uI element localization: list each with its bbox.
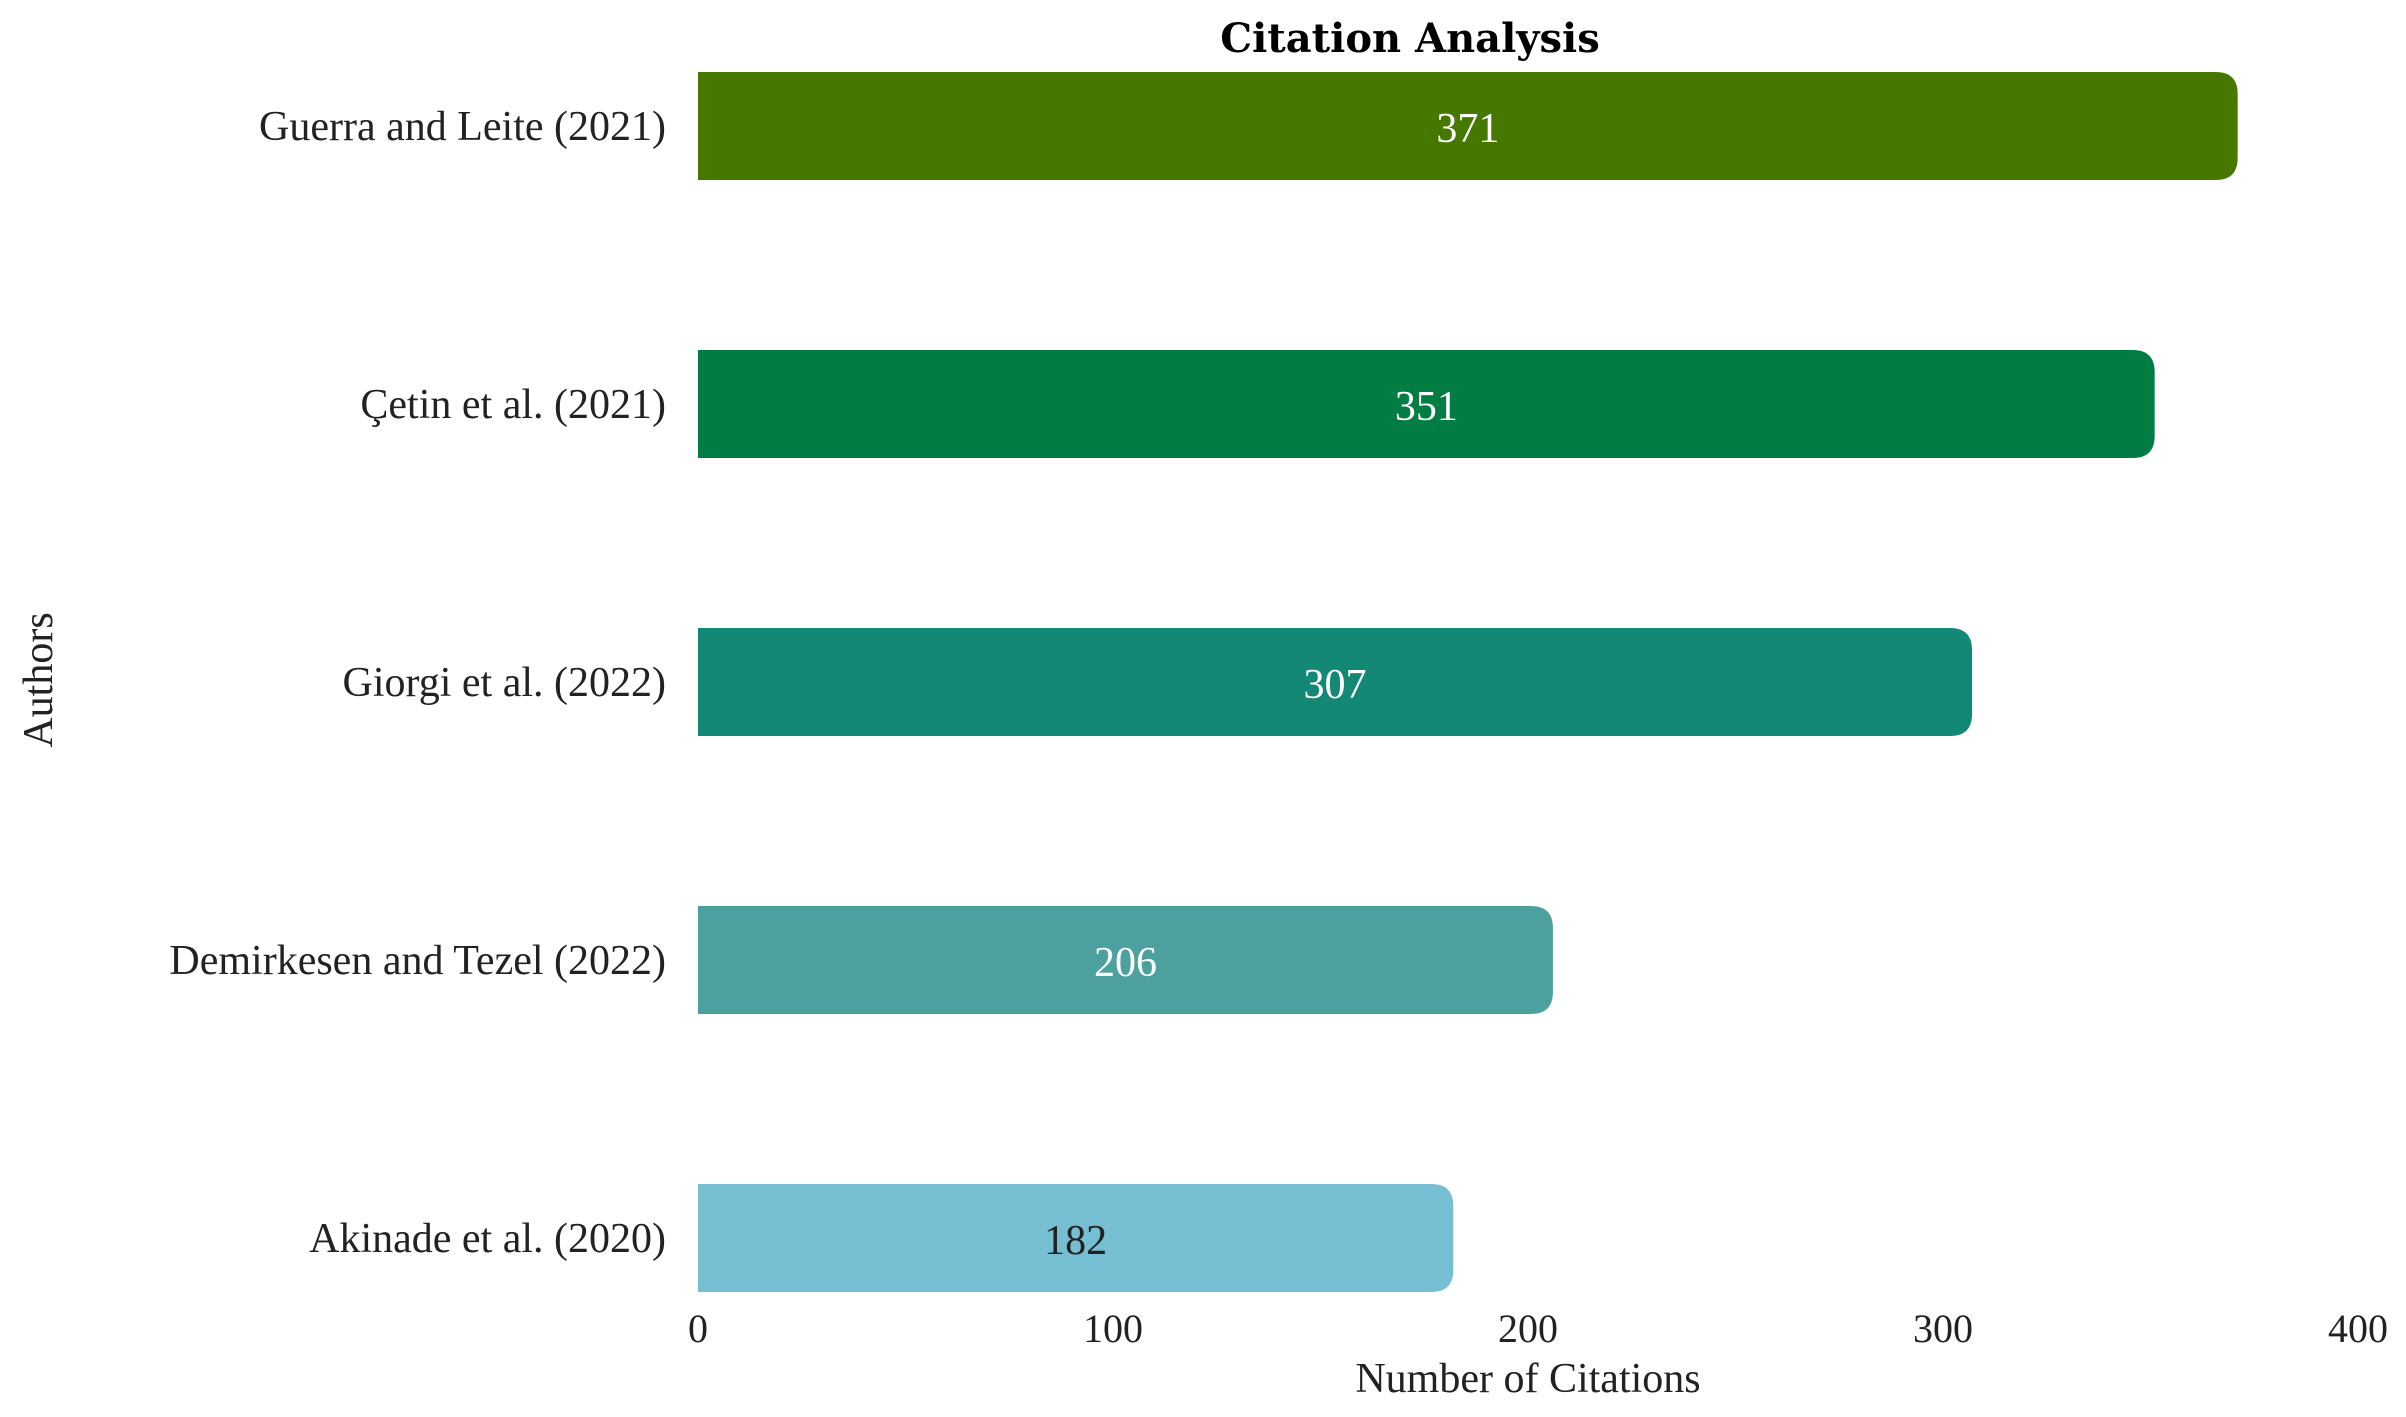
data-label: 206 <box>1094 940 1157 986</box>
x-tick-label: 200 <box>1498 1306 1558 1351</box>
bar-cetin-et-al-2021 <box>698 350 2155 458</box>
y-axis-label: Authors <box>16 612 62 747</box>
category-labels: Guerra and Leite (2021) Çetin et al. (202… <box>169 104 666 1262</box>
data-label: 351 <box>1395 384 1458 430</box>
x-tick-label: 300 <box>1913 1306 1973 1351</box>
x-tick-label: 400 <box>2328 1306 2388 1351</box>
x-axis-label: Number of Citations <box>1355 1356 1700 1402</box>
category-label: Çetin et al. (2021) <box>360 382 666 428</box>
data-label: 307 <box>1304 662 1367 708</box>
bar-group <box>698 72 2238 1292</box>
data-labels: 371 351 307 206 182 <box>1044 106 1499 1264</box>
bar-demirkesen-and-tezel-2022 <box>698 906 1553 1014</box>
bar-guerra-and-leite-2021 <box>698 72 2238 180</box>
data-label: 371 <box>1436 106 1499 152</box>
category-label: Demirkesen and Tezel (2022) <box>169 938 666 984</box>
x-axis-ticks: 0 100 200 300 400 <box>688 1306 2388 1351</box>
category-label: Giorgi et al. (2022) <box>343 660 667 706</box>
chart-title: Citation Analysis <box>1220 15 1600 62</box>
bar-akinade-et-al-2020 <box>698 1184 1454 1292</box>
data-label: 182 <box>1044 1218 1107 1264</box>
category-label: Akinade et al. (2020) <box>309 1216 666 1262</box>
bar-giorgi-et-al-2022 <box>698 628 1973 736</box>
x-tick-label: 0 <box>688 1306 708 1351</box>
category-label: Guerra and Leite (2021) <box>259 104 666 150</box>
x-tick-label: 100 <box>1083 1306 1143 1351</box>
